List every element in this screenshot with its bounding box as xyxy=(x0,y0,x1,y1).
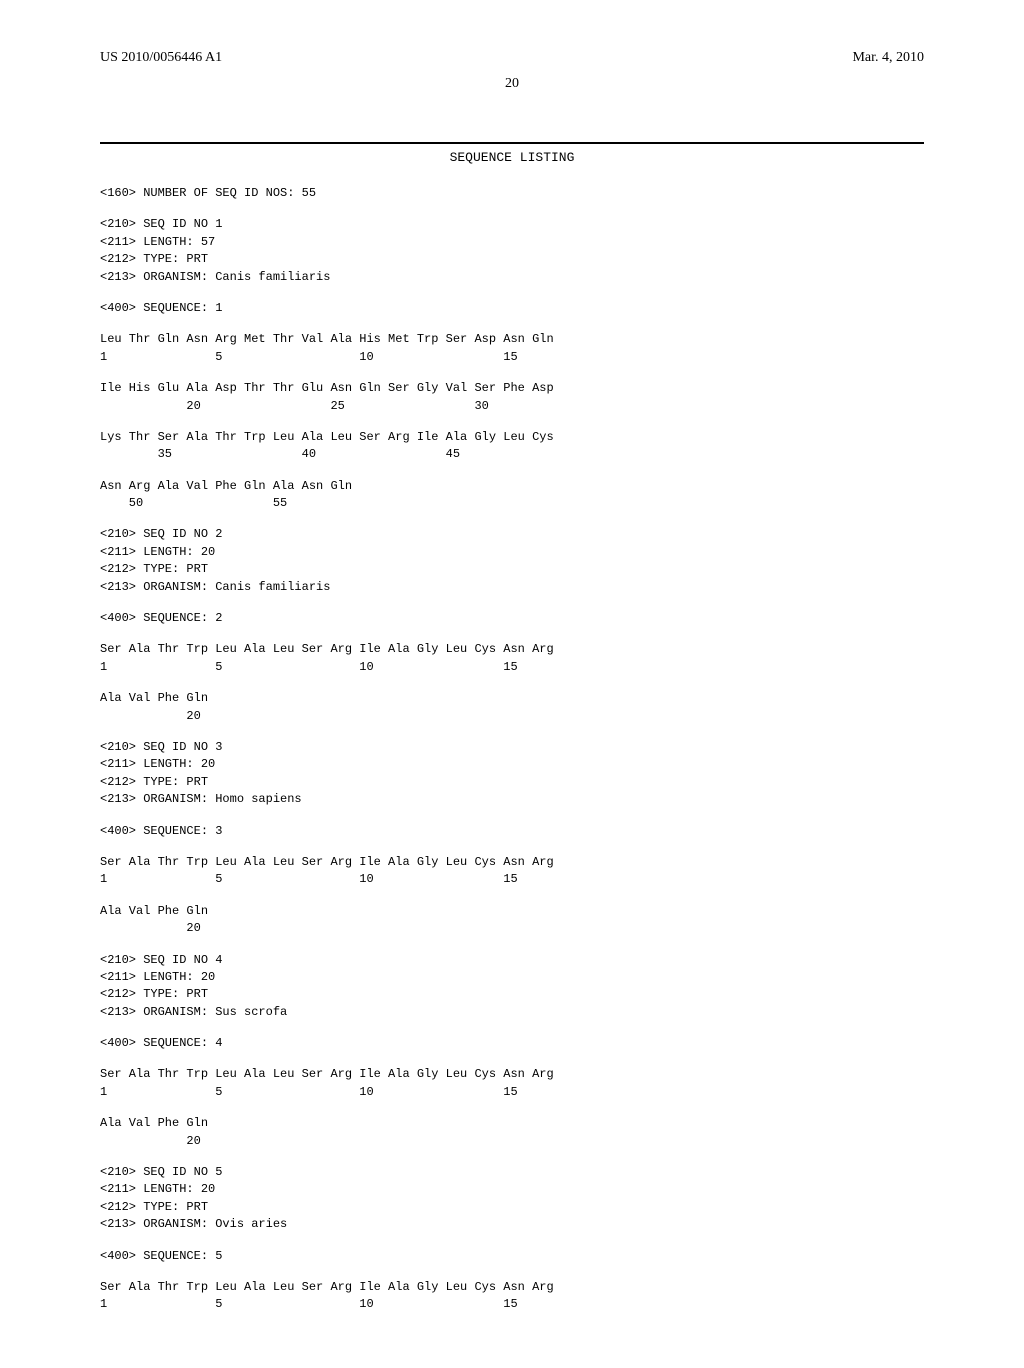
page-number: 20 xyxy=(100,76,924,92)
sequence-row: Ile His Glu Ala Asp Thr Thr Glu Asn Gln … xyxy=(100,380,924,415)
sequence-meta: <210> SEQ ID NO 5 <211> LENGTH: 20 <212>… xyxy=(100,1164,924,1234)
sequence-label: <400> SEQUENCE: 3 xyxy=(100,823,924,840)
sequence-block: <210> SEQ ID NO 3 <211> LENGTH: 20 <212>… xyxy=(100,739,924,938)
sequence-row: Leu Thr Gln Asn Arg Met Thr Val Ala His … xyxy=(100,331,924,366)
sequence-block: <210> SEQ ID NO 1 <211> LENGTH: 57 <212>… xyxy=(100,216,924,512)
publication-number: US 2010/0056446 A1 xyxy=(100,50,222,66)
page-header: US 2010/0056446 A1 Mar. 4, 2010 xyxy=(100,50,924,66)
sequence-row: Ala Val Phe Gln 20 xyxy=(100,903,924,938)
sequence-row: Asn Arg Ala Val Phe Gln Ala Asn Gln 50 5… xyxy=(100,478,924,513)
sequence-row: Ala Val Phe Gln 20 xyxy=(100,1115,924,1150)
horizontal-rule xyxy=(100,142,924,144)
sequence-meta: <210> SEQ ID NO 2 <211> LENGTH: 20 <212>… xyxy=(100,526,924,596)
section-title: SEQUENCE LISTING xyxy=(100,150,924,165)
sequence-row: Ser Ala Thr Trp Leu Ala Leu Ser Arg Ile … xyxy=(100,641,924,676)
sequence-block: <210> SEQ ID NO 2 <211> LENGTH: 20 <212>… xyxy=(100,526,924,725)
sequence-meta: <210> SEQ ID NO 3 <211> LENGTH: 20 <212>… xyxy=(100,739,924,809)
sequence-label: <400> SEQUENCE: 4 xyxy=(100,1035,924,1052)
sequences-container: <210> SEQ ID NO 1 <211> LENGTH: 57 <212>… xyxy=(100,216,924,1313)
sequence-meta: <210> SEQ ID NO 1 <211> LENGTH: 57 <212>… xyxy=(100,216,924,286)
sequence-row: Ser Ala Thr Trp Leu Ala Leu Ser Arg Ile … xyxy=(100,1279,924,1314)
sequence-row: Ala Val Phe Gln 20 xyxy=(100,690,924,725)
patent-page: US 2010/0056446 A1 Mar. 4, 2010 20 SEQUE… xyxy=(0,0,1024,1368)
num-seq-line: <160> NUMBER OF SEQ ID NOS: 55 xyxy=(100,185,924,202)
sequence-row: Lys Thr Ser Ala Thr Trp Leu Ala Leu Ser … xyxy=(100,429,924,464)
sequence-meta: <210> SEQ ID NO 4 <211> LENGTH: 20 <212>… xyxy=(100,952,924,1022)
sequence-label: <400> SEQUENCE: 1 xyxy=(100,300,924,317)
publication-date: Mar. 4, 2010 xyxy=(852,50,924,66)
sequence-label: <400> SEQUENCE: 5 xyxy=(100,1248,924,1265)
sequence-row: Ser Ala Thr Trp Leu Ala Leu Ser Arg Ile … xyxy=(100,854,924,889)
sequence-block: <210> SEQ ID NO 5 <211> LENGTH: 20 <212>… xyxy=(100,1164,924,1314)
sequence-row: Ser Ala Thr Trp Leu Ala Leu Ser Arg Ile … xyxy=(100,1066,924,1101)
sequence-label: <400> SEQUENCE: 2 xyxy=(100,610,924,627)
sequence-block: <210> SEQ ID NO 4 <211> LENGTH: 20 <212>… xyxy=(100,952,924,1151)
